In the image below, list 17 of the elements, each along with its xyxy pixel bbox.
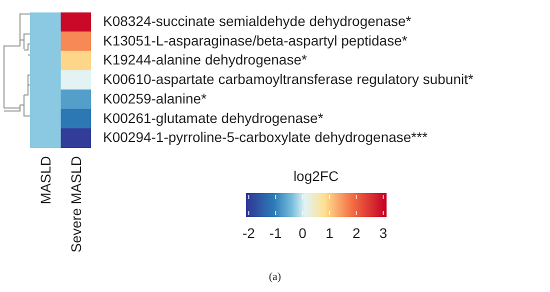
color-bar-title: log2FC (293, 168, 339, 184)
y-tick-label: K00261-glutamate dehydrogenase* (103, 110, 324, 126)
y-tick-label: K13051-L-asparaginase/beta-aspartyl peptidase* (103, 32, 408, 48)
y-tick-label: K08324-succinate semialdehyde dehydrogenase* (103, 12, 412, 29)
text: (a) (268, 271, 282, 283)
color-bar-label: 2 (352, 225, 360, 241)
y-tick-label: K00259-alanine* (103, 90, 208, 106)
color-bar-label: -1 (269, 225, 282, 241)
color-bar-label: 0 (298, 225, 307, 241)
color-bar-label: 3 (379, 225, 388, 241)
y-tick-label: K19244-alanine dehydrogenase* (103, 52, 308, 68)
color-bar-label: 1 (326, 225, 334, 241)
x-tick-label: Severe MASLD (68, 156, 84, 252)
y-tick-label: K00294-1-pyrroline-5-carboxylate dehydrogenase*** (103, 129, 428, 146)
color-bar-label: -2 (242, 225, 256, 241)
y-tick-label: K00610-aspartate carbamoyltransferase regulatory subunit* (103, 71, 474, 88)
x-tick-label: MASLD (37, 156, 54, 204)
